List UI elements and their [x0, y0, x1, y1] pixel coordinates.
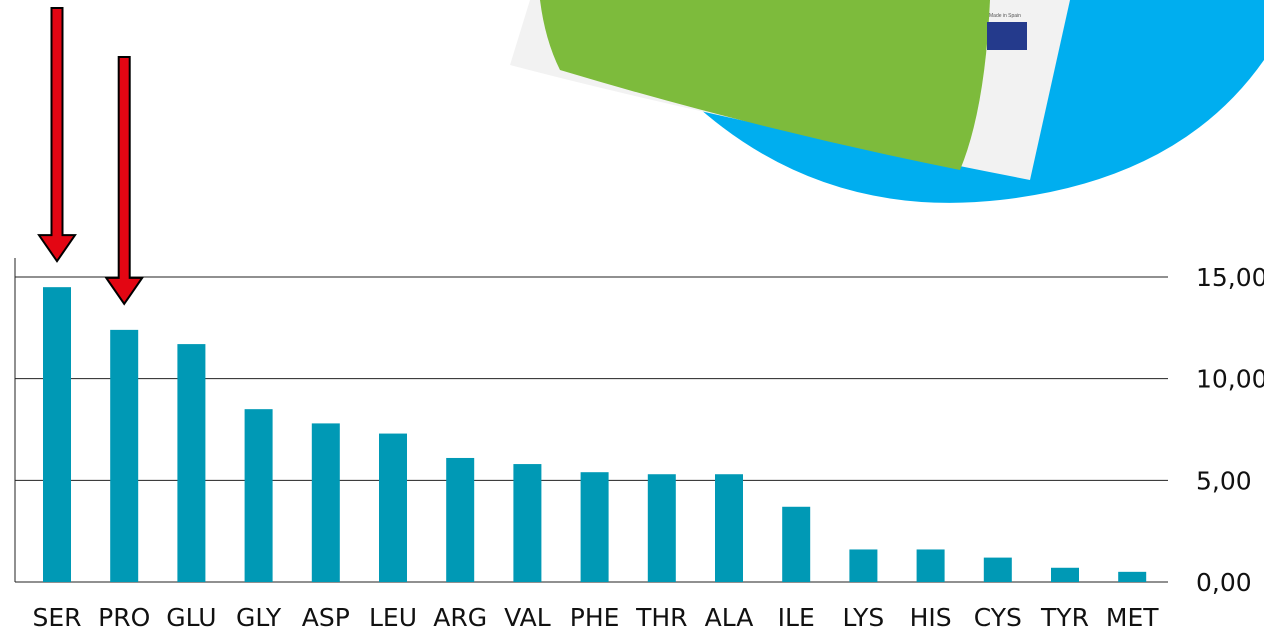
- bar-tyr: [1051, 567, 1079, 582]
- x-tick-label: PRO: [98, 603, 150, 632]
- bar-pro: [110, 329, 139, 582]
- bar-asp: [311, 423, 340, 582]
- x-tick-label: ALA: [705, 603, 754, 632]
- bar-ala: [715, 474, 743, 582]
- x-tick-label: THR: [635, 603, 687, 632]
- x-tick-label: ARG: [433, 603, 487, 632]
- y-tick-label: 15,00: [1196, 263, 1264, 292]
- package-small-print: Made in Spain: [989, 13, 1021, 19]
- bar-his: [916, 549, 945, 582]
- x-tick-label: LEU: [369, 603, 417, 632]
- x-tick-label: CYS: [974, 603, 1022, 632]
- x-tick-label: LYS: [843, 603, 885, 632]
- bar-thr: [647, 474, 676, 582]
- bar-gly: [244, 409, 273, 582]
- x-tick-label: VAL: [504, 603, 551, 632]
- bar-glu: [177, 344, 206, 582]
- x-tick-label: SER: [32, 603, 81, 632]
- bar-lys: [849, 549, 878, 582]
- x-tick-label: PHE: [570, 603, 620, 632]
- arrow-ser-icon: [37, 7, 77, 263]
- y-tick-label: 0,00: [1196, 568, 1252, 597]
- eu-flag-icon: [987, 22, 1027, 50]
- x-tick-label: ASP: [302, 603, 350, 632]
- package-green-shape: [540, 0, 990, 170]
- bar-val: [513, 464, 542, 582]
- x-tick-label: GLY: [236, 603, 282, 632]
- y-tick-label: 10,00: [1196, 365, 1264, 394]
- x-tick-label: HIS: [910, 603, 952, 632]
- bar-ile: [782, 506, 811, 582]
- x-tick-label: ILE: [778, 603, 815, 632]
- bar-arg: [446, 457, 475, 582]
- annotation-arrows: [37, 7, 145, 306]
- bar-met: [1118, 571, 1147, 582]
- bars: [43, 287, 1147, 582]
- x-tick-label: GLU: [166, 603, 216, 632]
- y-axis-tick-labels: 0,00 5,00 10,00 15,00: [1196, 263, 1264, 597]
- x-tick-label: MET: [1106, 603, 1159, 632]
- bar-phe: [580, 472, 609, 582]
- bar-leu: [379, 433, 407, 582]
- bar-cys: [983, 557, 1012, 582]
- y-tick-label: 5,00: [1196, 466, 1252, 495]
- arrow-pro-icon: [104, 56, 145, 306]
- bar-ser: [43, 287, 71, 582]
- x-tick-label: TYR: [1040, 603, 1089, 632]
- product-package-image: Made in Spain: [510, 0, 1264, 203]
- x-axis-category-labels: SER PRO GLU GLY ASP LEU ARG VAL PHE THR ALA ILE LYS H…: [32, 603, 1159, 632]
